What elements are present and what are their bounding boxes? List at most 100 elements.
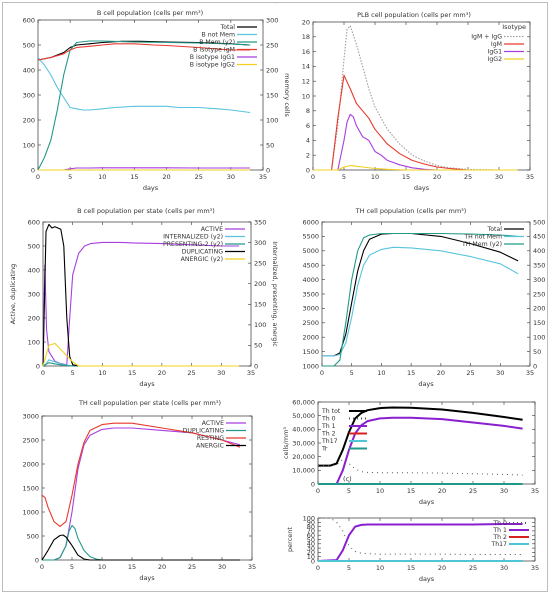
y-tick-label: 3500 [302,290,319,298]
series-line-b-isotype-igg1 [38,167,251,171]
y-tick-label: 1500 [302,348,319,356]
y-tick-label: 0 [31,166,35,174]
chart-title: TH cell population (cells per mm³) [355,207,467,215]
y-tick-label: 100 [303,514,315,522]
y-tick-label: 14 [302,63,310,71]
series-line-duplicating [42,524,240,561]
chart-title: B cell population (cells per mm³) [97,9,203,17]
y2-tick-label: 200 [254,280,266,288]
x-tick-label: 30 [227,173,235,181]
y-tick-label: 0 [35,556,39,564]
y-tick-label: 60 [307,532,315,540]
x-tick-label: 15 [130,173,138,181]
x-axis-label: days [414,184,430,192]
y2-tick-label: 300 [254,239,266,247]
x-tick-label: 30 [500,564,508,572]
y2-tick-label: 0 [266,166,270,174]
y-tick-label: 1500 [22,484,39,492]
series-line-th-1 [317,523,523,562]
x-tick-label: 20 [158,563,166,571]
x-tick-label: 35 [248,563,256,571]
y-tick-label: 5000 [302,247,319,255]
x-tick-label: 0 [316,564,320,572]
y-axis-label: Active, duplicating [9,264,17,324]
legend-label: Total [220,24,236,31]
legend-label: B not Mem [202,32,236,39]
y-tick-label: 500 [23,41,35,49]
x-tick-label: 30 [217,369,225,377]
legend-label: Th17 [490,541,507,548]
x-tick-label: 25 [188,563,196,571]
x-tick-label: 10 [371,173,379,181]
legend-label: TH not Mem [463,234,502,241]
y-tick-label: 50 [307,536,315,544]
y-tick-label: 4 [306,137,310,145]
y-tick-label: 500 [28,242,40,250]
x-tick-label: 5 [347,564,351,572]
legend-label: IgG1 [488,49,503,56]
legend-label: Total [487,226,503,233]
x-tick-label: 20 [438,564,446,572]
x-tick-label: 35 [526,173,534,181]
legend-label: DUPLICATING [183,428,225,435]
x-tick-label: 10 [376,564,384,572]
x-tick-label: 15 [407,487,415,495]
y2-tick-label: 100 [266,116,278,124]
y-tick-label: 20,000 [292,453,315,461]
x-tick-label: 30 [218,563,226,571]
legend-label: Th tot [321,408,341,415]
y-tick-label: 10 [302,92,310,100]
y-tick-label: 50,000 [292,412,315,420]
legend-label: B Mem (y2) [199,39,235,46]
x-tick-label: 15 [407,564,415,572]
y-tick-label: 1000 [302,362,319,370]
chart-p2: PLB cell population (cells per mm³) 0 5 10 1… [302,11,534,192]
series-line-igg1 [313,113,518,171]
legend-label: ANERGIC [196,443,224,450]
legend-label: TH Mem (y2) [461,241,502,248]
x-tick-label: 15 [407,369,415,377]
y-tick-label: 200 [23,116,35,124]
y-tick-label: 30,000 [292,439,315,447]
y2-axis-label: memory cells [283,73,291,117]
y-axis-label: percent [286,527,294,552]
y-tick-label: 20 [302,18,310,26]
y2-tick-label: 400 [533,247,545,255]
y2-tick-label: 0 [254,362,258,370]
x-tick-label: 20 [158,369,166,377]
y2-tick-label: 250 [533,290,545,298]
series-line-th-mem-y2- [322,232,519,367]
legend-label: PRESENTING-2 (y2) [163,241,223,248]
series-line-resting [41,422,241,527]
y-tick-label: 600 [23,16,35,24]
y2-tick-label: 50 [266,141,274,149]
x-tick-label: 5 [342,173,346,181]
x-axis-label: days [419,575,435,583]
x-axis-label: days [139,574,155,582]
legend-label: RESTING [197,435,224,442]
y2-tick-label: 150 [266,91,278,99]
series-line-b-not-mem [37,57,251,114]
y2-tick-label: 500 [533,218,545,226]
y2-tick-label: 200 [533,305,545,313]
y-tick-label: 0 [311,557,315,565]
chart-p3: B cell population per state (cells per m… [9,207,279,388]
y-tick-label: 90 [307,519,315,527]
legend-label: Th 1 [492,527,507,534]
x-tick-label: 25 [464,173,472,181]
series-line-igg2 [313,165,518,171]
chart-p5: TH cell population per state (cells per … [22,399,256,582]
x-tick-label: 10 [98,563,106,571]
y-tick-label: 10,000 [292,467,315,475]
x-tick-label: 20 [433,173,441,181]
x-tick-label: 25 [195,173,203,181]
x-tick-label: 5 [71,369,75,377]
legend-label: DUPLICATING [182,249,224,256]
y-tick-label: 12 [302,78,310,86]
y2-tick-label: 200 [266,66,278,74]
figure-frame [2,2,548,592]
